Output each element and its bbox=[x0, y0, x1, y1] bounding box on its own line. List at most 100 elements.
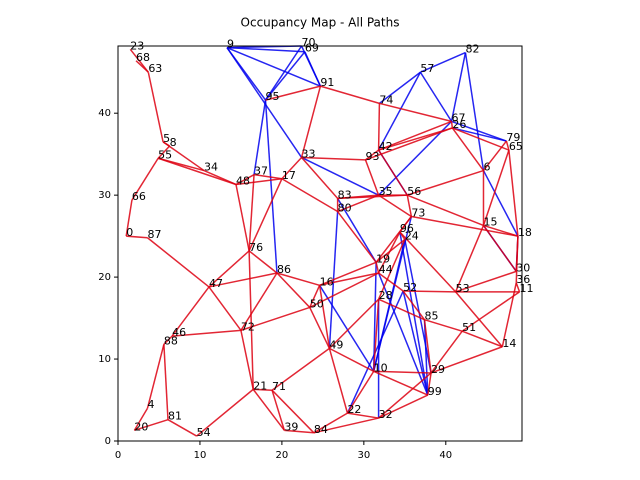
edge bbox=[309, 284, 321, 308]
edge bbox=[134, 418, 169, 432]
edge bbox=[450, 52, 467, 122]
node-label: 46 bbox=[172, 326, 186, 339]
edge bbox=[399, 216, 412, 233]
node-label: 39 bbox=[284, 420, 298, 433]
edge bbox=[313, 412, 348, 434]
edge bbox=[377, 272, 429, 396]
edge bbox=[126, 235, 148, 239]
plot-frame bbox=[117, 45, 523, 442]
node-label: 11 bbox=[520, 282, 534, 295]
node-label: 79 bbox=[506, 131, 520, 144]
edge bbox=[427, 372, 432, 396]
node-label: 5 bbox=[163, 132, 170, 145]
edge bbox=[482, 170, 519, 237]
chart-title: Occupancy Map - All Paths bbox=[241, 16, 400, 30]
edge bbox=[404, 239, 432, 374]
node-label: 95 bbox=[266, 90, 280, 103]
edge bbox=[399, 231, 429, 396]
node-label: 72 bbox=[241, 320, 255, 333]
edge bbox=[373, 370, 429, 396]
edge bbox=[454, 225, 485, 293]
edge bbox=[373, 370, 432, 374]
edge bbox=[402, 290, 426, 321]
edge bbox=[377, 149, 408, 196]
edge bbox=[300, 156, 339, 199]
edge bbox=[423, 319, 429, 396]
edge bbox=[253, 388, 273, 391]
node-label: 29 bbox=[431, 363, 445, 376]
edge bbox=[271, 389, 315, 434]
edge bbox=[163, 344, 169, 420]
edge bbox=[196, 388, 254, 437]
node-label: 54 bbox=[197, 426, 211, 439]
edge bbox=[235, 174, 255, 186]
edge bbox=[284, 429, 314, 434]
edge bbox=[406, 195, 413, 217]
edge bbox=[501, 282, 517, 347]
x-tick-label: 30 bbox=[357, 450, 370, 461]
node-label: 99 bbox=[428, 385, 442, 398]
edge bbox=[379, 102, 452, 123]
edge bbox=[271, 389, 286, 431]
edge bbox=[318, 284, 375, 372]
edge bbox=[420, 51, 466, 73]
edge bbox=[276, 272, 311, 308]
edge bbox=[461, 330, 503, 348]
edge bbox=[399, 231, 457, 293]
edge bbox=[167, 419, 198, 437]
node-label: 6 bbox=[483, 161, 490, 174]
edge bbox=[403, 290, 456, 293]
node-label: 65 bbox=[509, 140, 523, 153]
edge bbox=[378, 372, 432, 419]
node-label: 32 bbox=[379, 408, 393, 421]
edge bbox=[515, 282, 521, 293]
edge bbox=[319, 261, 377, 286]
edge bbox=[378, 194, 412, 218]
edge bbox=[328, 298, 380, 349]
node-label: 28 bbox=[379, 289, 393, 302]
node-label: 73 bbox=[411, 206, 425, 219]
node-label: 35 bbox=[379, 185, 393, 198]
node-label: 76 bbox=[249, 241, 263, 254]
node-label: 16 bbox=[320, 275, 334, 288]
edge bbox=[419, 71, 453, 122]
node-label: 86 bbox=[277, 263, 291, 276]
edge bbox=[265, 85, 321, 101]
edge bbox=[163, 335, 173, 345]
node-label: 47 bbox=[209, 277, 223, 290]
node-label: 9 bbox=[227, 38, 234, 51]
edge bbox=[329, 347, 375, 373]
edge bbox=[147, 72, 164, 143]
node-label: 63 bbox=[148, 62, 162, 75]
edge bbox=[328, 348, 349, 414]
edge bbox=[172, 329, 241, 337]
node-label: 88 bbox=[164, 334, 178, 347]
edge bbox=[515, 236, 519, 272]
edge bbox=[377, 231, 401, 274]
node-label: 66 bbox=[132, 190, 146, 203]
node-label: 42 bbox=[379, 140, 393, 153]
edge bbox=[235, 178, 282, 186]
node-label: 82 bbox=[465, 43, 479, 56]
edge bbox=[226, 46, 305, 53]
node-label: 34 bbox=[204, 161, 218, 174]
node-label: 93 bbox=[365, 150, 379, 163]
edge bbox=[253, 173, 283, 180]
node-label: 14 bbox=[502, 337, 516, 350]
node-label: 91 bbox=[320, 76, 334, 89]
edge bbox=[301, 156, 366, 161]
edge bbox=[248, 250, 278, 274]
node-label: 69 bbox=[305, 42, 319, 55]
edge bbox=[407, 169, 484, 196]
node-label: 18 bbox=[518, 226, 532, 239]
edge bbox=[378, 394, 429, 419]
edge bbox=[430, 330, 463, 374]
node-label: 4 bbox=[148, 398, 155, 411]
edges bbox=[125, 45, 521, 437]
node-label: 53 bbox=[456, 282, 470, 295]
edge bbox=[240, 330, 254, 390]
edge bbox=[304, 51, 322, 87]
